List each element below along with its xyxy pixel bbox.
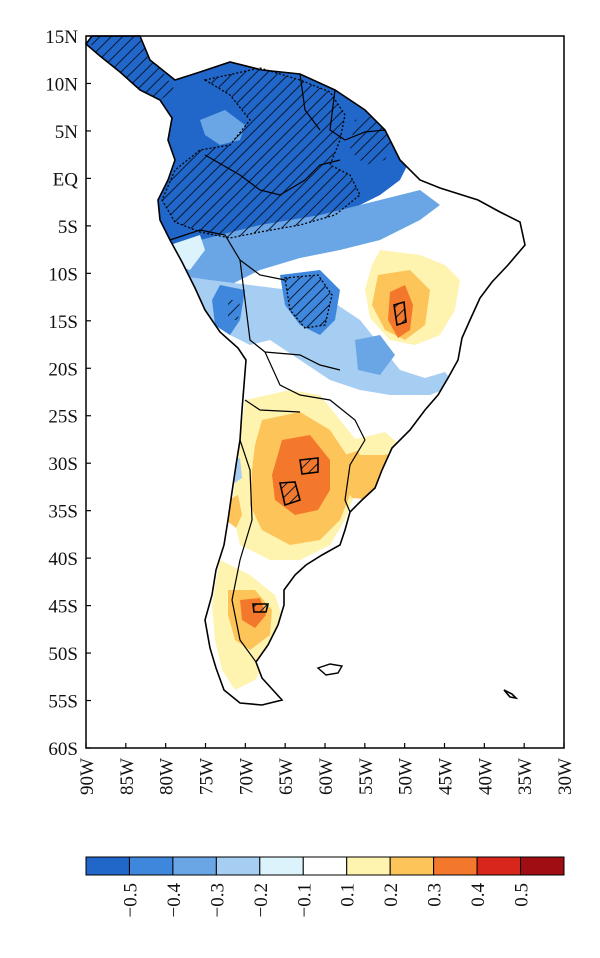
lat-label: 5S bbox=[58, 217, 78, 238]
lon-label: 90W bbox=[77, 758, 98, 795]
lat-label: EQ bbox=[53, 169, 79, 190]
colorbar-swatch bbox=[433, 856, 478, 876]
south-america-coastline bbox=[84, 35, 526, 706]
lat-label: 35S bbox=[48, 502, 78, 523]
lon-label: 75W bbox=[197, 758, 218, 795]
lon-label: 50W bbox=[396, 758, 417, 795]
lat-label: 30S bbox=[48, 454, 78, 475]
colorbar-swatch bbox=[172, 856, 217, 876]
colorbar: −0.5 −0.4 −0.3 −0.2 −0.1 0.1 0.2 0.3 0.4 0.5 bbox=[85, 856, 565, 918]
lat-label: 15S bbox=[48, 312, 78, 333]
lat-label: 45S bbox=[48, 597, 78, 618]
lat-label: 20S bbox=[48, 359, 78, 380]
lat-label: 40S bbox=[48, 549, 78, 570]
country-borders bbox=[169, 73, 386, 663]
lon-label: 85W bbox=[117, 758, 138, 795]
lat-label: 55S bbox=[48, 692, 78, 713]
colorbar-swatch bbox=[128, 856, 174, 876]
lat-label: 25S bbox=[48, 407, 78, 428]
lon-label: 65W bbox=[276, 758, 297, 795]
colorbar-swatch bbox=[85, 856, 130, 876]
lat-label: 10N bbox=[45, 74, 78, 95]
lon-label: 40W bbox=[475, 758, 496, 795]
lon-label: 70W bbox=[236, 758, 257, 795]
colorbar-swatch bbox=[389, 856, 435, 876]
colorbar-label: −0.4 bbox=[164, 883, 185, 918]
colorbar-swatch bbox=[346, 856, 391, 876]
colorbar-swatch bbox=[520, 856, 565, 876]
colorbar-label: −0.5 bbox=[120, 883, 141, 917]
colorbar-swatch bbox=[302, 856, 348, 876]
colorbar-label: 0.1 bbox=[338, 883, 359, 907]
lon-label: 80W bbox=[157, 758, 178, 795]
colorbar-swatch bbox=[476, 856, 522, 876]
lon-label: 30W bbox=[555, 758, 576, 795]
colorbar-swatch bbox=[259, 856, 304, 876]
lon-label: 55W bbox=[356, 758, 377, 795]
significance-hatching bbox=[86, 36, 406, 612]
latitude-axis: 15N 10N 5N EQ 5S 10S 15S 20S 25S 30S 35S 40S 45S 50S 5… bbox=[45, 27, 91, 760]
colorbar-swatch bbox=[215, 856, 261, 876]
colorbar-label: 0.4 bbox=[468, 883, 489, 907]
south-georgia bbox=[503, 689, 519, 700]
falkland-islands bbox=[316, 663, 344, 676]
lat-label: 10S bbox=[48, 264, 78, 285]
lat-label: 60S bbox=[48, 739, 78, 760]
lat-label: 5N bbox=[55, 122, 79, 143]
colorbar-label: 0.2 bbox=[381, 883, 402, 907]
significance-contours bbox=[161, 67, 361, 329]
longitude-axis: 90W 85W 80W 75W 70W 65W 60W 55W 50W 45W 40W 35W 30W bbox=[77, 743, 576, 795]
lon-label: 60W bbox=[316, 758, 337, 795]
colorbar-label: 0.3 bbox=[425, 883, 446, 907]
colorbar-label: −0.1 bbox=[294, 883, 315, 917]
lat-label: 50S bbox=[48, 644, 78, 665]
colorbar-label: −0.3 bbox=[207, 883, 228, 917]
colorbar-label: −0.2 bbox=[251, 883, 272, 917]
lon-label: 45W bbox=[436, 758, 457, 795]
solid-contours bbox=[252, 300, 407, 613]
lat-label: 15N bbox=[45, 27, 78, 48]
lon-label: 35W bbox=[515, 758, 536, 795]
colorbar-label: 0.5 bbox=[512, 883, 533, 907]
